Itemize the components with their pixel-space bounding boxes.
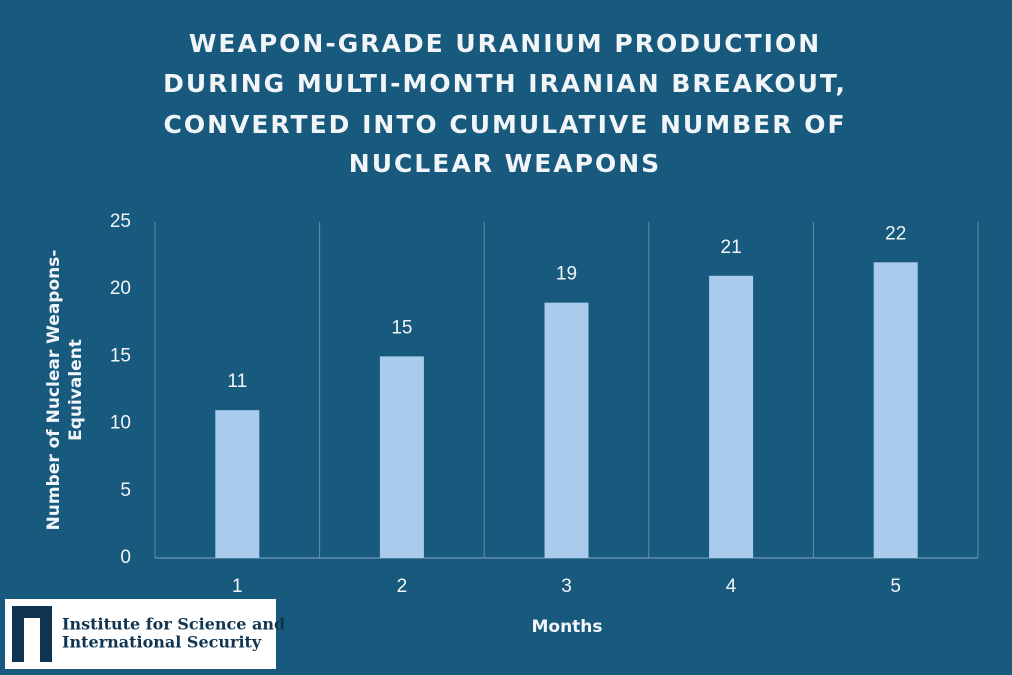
x-tick-label: 5: [890, 576, 901, 597]
data-label: 11: [227, 371, 247, 392]
bar: [873, 262, 918, 558]
x-tick-label: 4: [726, 576, 737, 597]
x-tick-label: 3: [561, 576, 572, 597]
bar: [215, 410, 260, 558]
logo: Institute for Science and International …: [5, 599, 285, 669]
chart-title: WEAPON-GRADE URANIUM PRODUCTION: [189, 29, 821, 58]
x-tick-label: 1: [232, 576, 243, 597]
data-label: 22: [885, 223, 906, 244]
chart-title: CONVERTED INTO CUMULATIVE NUMBER OF: [163, 110, 846, 139]
y-tick-label: 5: [120, 480, 131, 501]
y-tick-label: 0: [120, 547, 131, 568]
y-tick-label: 25: [110, 211, 131, 232]
y-tick-label: 15: [110, 345, 131, 366]
y-tick-label: 10: [110, 413, 131, 434]
data-label: 15: [391, 317, 412, 338]
logo-text: Institute for Science and: [62, 615, 285, 634]
chart-title: NUCLEAR WEAPONS: [349, 149, 661, 178]
y-axis-title: Equivalent: [66, 339, 86, 441]
x-tick-label: 2: [397, 576, 408, 597]
bar: [379, 356, 424, 558]
x-axis-title: Months: [531, 617, 602, 637]
logo-text: International Security: [62, 633, 262, 652]
data-label: 21: [721, 237, 742, 258]
chart-title: DURING MULTI-MONTH IRANIAN BREAKOUT,: [163, 69, 847, 98]
data-label: 19: [556, 264, 577, 285]
y-axis-title: Number of Nuclear Weapons-: [44, 250, 64, 531]
y-tick-label: 20: [110, 278, 131, 299]
bar: [709, 275, 754, 558]
bar: [544, 302, 589, 558]
logo-icon: [12, 606, 52, 662]
